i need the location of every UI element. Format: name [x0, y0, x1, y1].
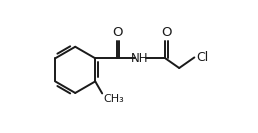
Text: Cl: Cl [196, 51, 208, 64]
Text: O: O [161, 26, 171, 39]
Text: CH₃: CH₃ [103, 94, 124, 104]
Text: O: O [112, 26, 123, 39]
Text: NH: NH [131, 52, 149, 65]
